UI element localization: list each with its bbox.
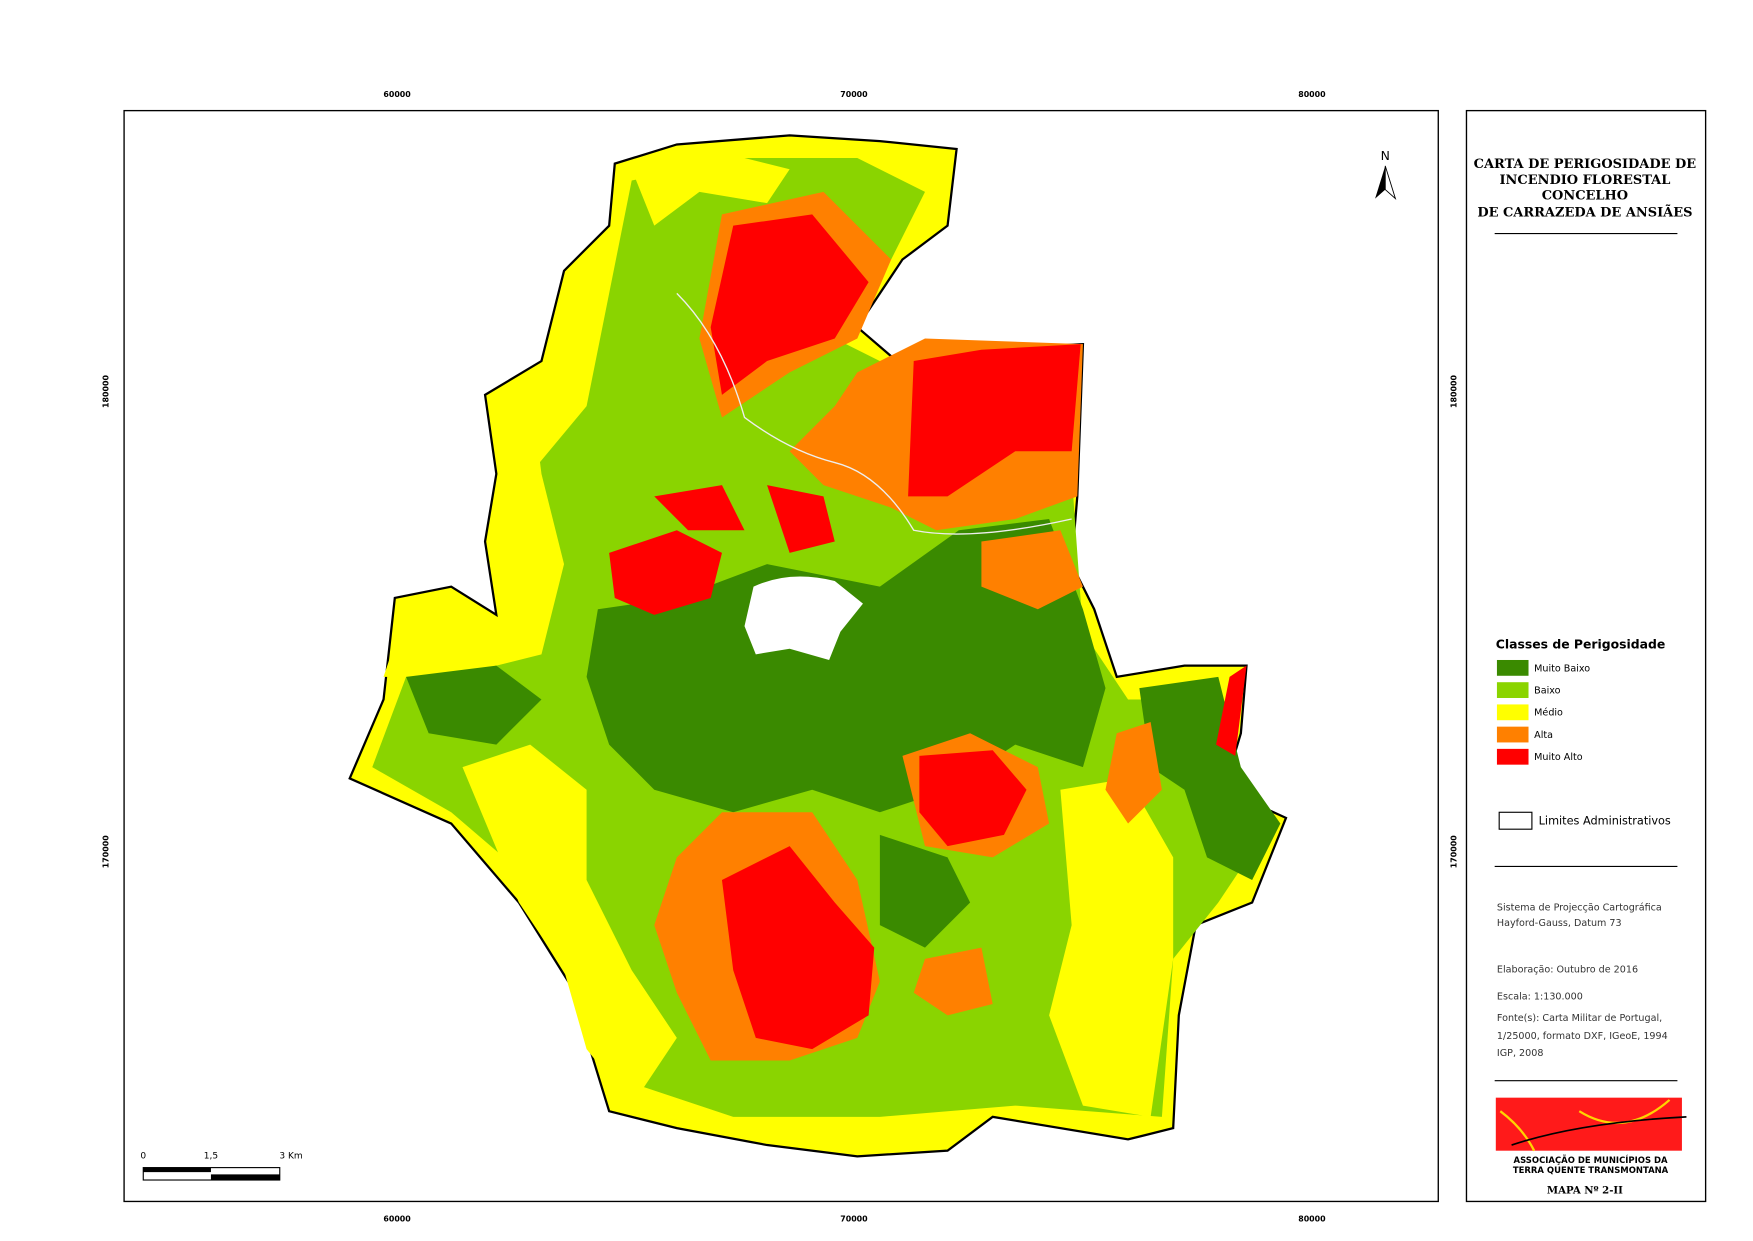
zone-muito-alto [609, 530, 722, 615]
unclassified-area [744, 576, 863, 660]
sources: Fonte(s): Carta Militar de Portugal, [1497, 1013, 1662, 1024]
legend-swatch [1496, 748, 1529, 765]
scale-label: 1,5 [204, 1152, 218, 1162]
municipality [348, 134, 1288, 1158]
zone-medio [1049, 778, 1174, 1117]
projection: Hayford-Gauss, Datum 73 [1497, 918, 1622, 929]
scale: Escala: 1:130.000 [1497, 992, 1583, 1003]
elaboration: Elaboração: Outubro de 2016 [1497, 964, 1638, 975]
panel-frame [1465, 109, 1707, 1203]
north-arrow-right [1384, 165, 1397, 201]
x-grid-label: 80000 [1298, 1215, 1326, 1224]
x-grid-label: 60000 [383, 1215, 411, 1224]
y-grid-label: 180000 [1449, 375, 1458, 408]
legend-swatch [1496, 726, 1529, 743]
sources: IGP, 2008 [1497, 1048, 1544, 1059]
zone-alta [981, 530, 1083, 610]
x-grid-label: 80000 [1298, 90, 1326, 99]
logo-text: ASSOCIAÇÃO DE MUNICÍPIOS DA [1514, 1154, 1668, 1165]
legend-swatch [1496, 659, 1529, 676]
scale-bar-segment [143, 1167, 211, 1173]
projection: Sistema de Projecção Cartográfica [1497, 902, 1662, 913]
logo-banner [1495, 1097, 1682, 1151]
zone-muito-alto [908, 344, 1081, 497]
zone-medio [462, 744, 677, 1106]
boundary-label: Limites Administrativos [1539, 815, 1671, 828]
legend-label: Muito Baixo [1534, 663, 1590, 674]
y-grid-label: 180000 [101, 375, 110, 408]
logo-mark [1511, 1116, 1687, 1146]
logo-text: TERRA QUENTE TRANSMONTANA [1513, 1165, 1669, 1175]
zone-muito-baixo [1139, 676, 1281, 880]
zone-muito-alto [919, 750, 1027, 847]
title-line: INCENDIO FLORESTAL [1499, 173, 1670, 188]
north-arrow-left [1375, 165, 1386, 199]
title-line: DE CARRAZEDA DE ANSIÃES [1477, 205, 1692, 221]
zone-medio [631, 152, 790, 226]
legend-swatch [1496, 682, 1529, 698]
map-frame [123, 109, 1439, 1203]
legend-swatch [1496, 704, 1529, 721]
legend-panel: CARTA DE PERIGOSIDADE DE INCENDIO FLORES… [1474, 157, 1697, 1196]
scale-bar: 0 1,5 3 Km [140, 1152, 303, 1181]
zone-muito-baixo [879, 834, 971, 948]
zone-muito-alto [710, 214, 869, 395]
zone-muito-alto [721, 846, 875, 1050]
north-arrow: N [1375, 148, 1397, 201]
zone-alta [1105, 722, 1162, 824]
sources: 1/25000, formato DXF, IGeoE, 1994 [1497, 1031, 1668, 1042]
zone-muito-alto [1216, 665, 1247, 756]
legend-label: Baixo [1534, 685, 1560, 696]
zone-muito-baixo [406, 665, 542, 745]
legend-items: Muito Baixo Baixo Médio Alta Muito Alto [1496, 659, 1590, 765]
scale-bar-segment [210, 1174, 280, 1181]
legend-label: Alta [1534, 730, 1553, 741]
legend-title: Classes de Perigosidade [1496, 637, 1665, 652]
x-grid-label: 60000 [383, 90, 411, 99]
title-line: CARTA DE PERIGOSIDADE DE [1474, 157, 1697, 172]
map-number: MAPA Nº 2-II [1547, 1185, 1623, 1197]
zone-alta [913, 947, 993, 1016]
zone-medio [383, 383, 565, 677]
scale-label: 0 [140, 1152, 146, 1162]
grid-labels: 60000 70000 80000 60000 70000 80000 180000 1700… [101, 90, 1458, 1224]
north-label: N [1381, 148, 1390, 163]
legend-label: Médio [1534, 708, 1563, 719]
x-grid-label: 70000 [840, 90, 868, 99]
boundary-swatch [1498, 811, 1533, 830]
zone-muito-alto [767, 485, 835, 553]
scale-label: 3 Km [279, 1152, 303, 1162]
zone-muito-alto [654, 485, 745, 531]
y-grid-label: 170000 [101, 835, 110, 868]
x-grid-label: 70000 [840, 1215, 868, 1224]
title-line: CONCELHO [1542, 189, 1628, 204]
river [676, 292, 1072, 535]
legend-label: Muito Alto [1534, 752, 1583, 763]
y-grid-label: 170000 [1449, 835, 1458, 868]
